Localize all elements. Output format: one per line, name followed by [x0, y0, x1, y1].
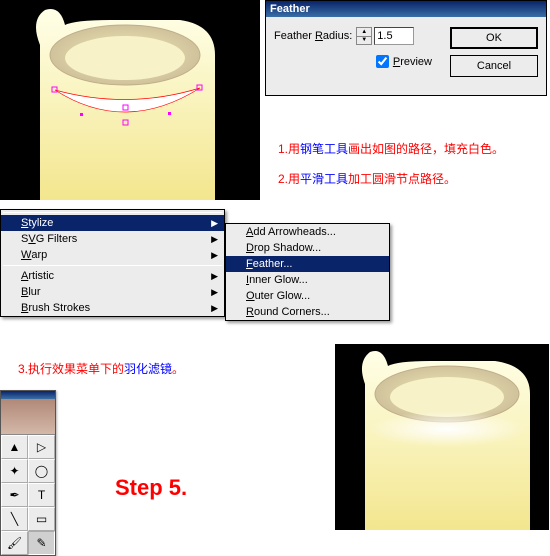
- radius-input[interactable]: [374, 27, 414, 45]
- menu-item-stylize[interactable]: Stylize▶: [1, 215, 224, 231]
- preview-checkbox[interactable]: [376, 55, 389, 68]
- menu-item-feather[interactable]: Feather...: [226, 256, 389, 272]
- instruction-2: 2.用平滑工具加工圆滑节点路径。: [278, 170, 456, 187]
- tool-selection[interactable]: ▲: [1, 435, 28, 459]
- instruction-3: 3.执行效果菜单下的羽化滤镜。: [18, 360, 184, 377]
- menu-item-roundcorners[interactable]: Round Corners...: [226, 304, 389, 320]
- tool-type[interactable]: T: [28, 483, 55, 507]
- tool-pen[interactable]: ✒: [1, 483, 28, 507]
- tool-brush[interactable]: 🖌: [1, 531, 28, 555]
- menu-item-blur[interactable]: Blur▶: [1, 284, 224, 300]
- menu-item-dropshadow[interactable]: Drop Shadow...: [226, 240, 389, 256]
- tool-magic-wand[interactable]: ✦: [1, 459, 28, 483]
- menu-item-brushstrokes[interactable]: Brush Strokes▶: [1, 300, 224, 316]
- tool-lasso[interactable]: ◯: [28, 459, 55, 483]
- menu-item-svgfilters[interactable]: SVG Filters▶: [1, 231, 224, 247]
- menu-item-innerglow[interactable]: Inner Glow...: [226, 272, 389, 288]
- tool-direct-select[interactable]: ▷: [28, 435, 55, 459]
- candle-panel-top: [0, 0, 260, 200]
- candle-illustration-top: [0, 0, 260, 200]
- cancel-button[interactable]: Cancel: [450, 55, 538, 77]
- ok-button[interactable]: OK: [450, 27, 538, 49]
- menu-item-outerglow[interactable]: Outer Glow...: [226, 288, 389, 304]
- dialog-title: Feather: [266, 1, 546, 17]
- menu-item-warp[interactable]: Warp▶: [1, 247, 224, 263]
- radius-spinner[interactable]: ▲▼: [356, 27, 372, 45]
- preview-label: Preview: [393, 56, 432, 68]
- tool-line[interactable]: ╲: [1, 507, 28, 531]
- menu-item-arrowheads[interactable]: Add Arrowheads...: [226, 224, 389, 240]
- instruction-1: 1.用钢笔工具画出如图的路径，填充白色。: [278, 140, 504, 157]
- candle-illustration-bottom: [335, 344, 549, 530]
- radius-label: Feather Radius:: [274, 30, 352, 42]
- toolbox: ▲ ▷ ✦ ◯ ✒ T ╲ ▭ 🖌 ✎: [0, 390, 56, 556]
- tool-pencil[interactable]: ✎: [28, 531, 55, 555]
- toolbox-header[interactable]: [1, 391, 55, 399]
- toolbox-artwork: [1, 399, 55, 435]
- step-label: Step 5.: [115, 475, 187, 501]
- feather-dialog: Feather Feather Radius: ▲▼ Preview OK Ca…: [265, 0, 547, 96]
- tool-rectangle[interactable]: ▭: [28, 507, 55, 531]
- effect-menu: Stylize▶ SVG Filters▶ Warp▶ Artistic▶ Bl…: [0, 209, 225, 317]
- menu-item-artistic[interactable]: Artistic▶: [1, 268, 224, 284]
- stylize-submenu: Add Arrowheads... Drop Shadow... Feather…: [225, 223, 390, 321]
- candle-panel-bottom: [335, 344, 549, 530]
